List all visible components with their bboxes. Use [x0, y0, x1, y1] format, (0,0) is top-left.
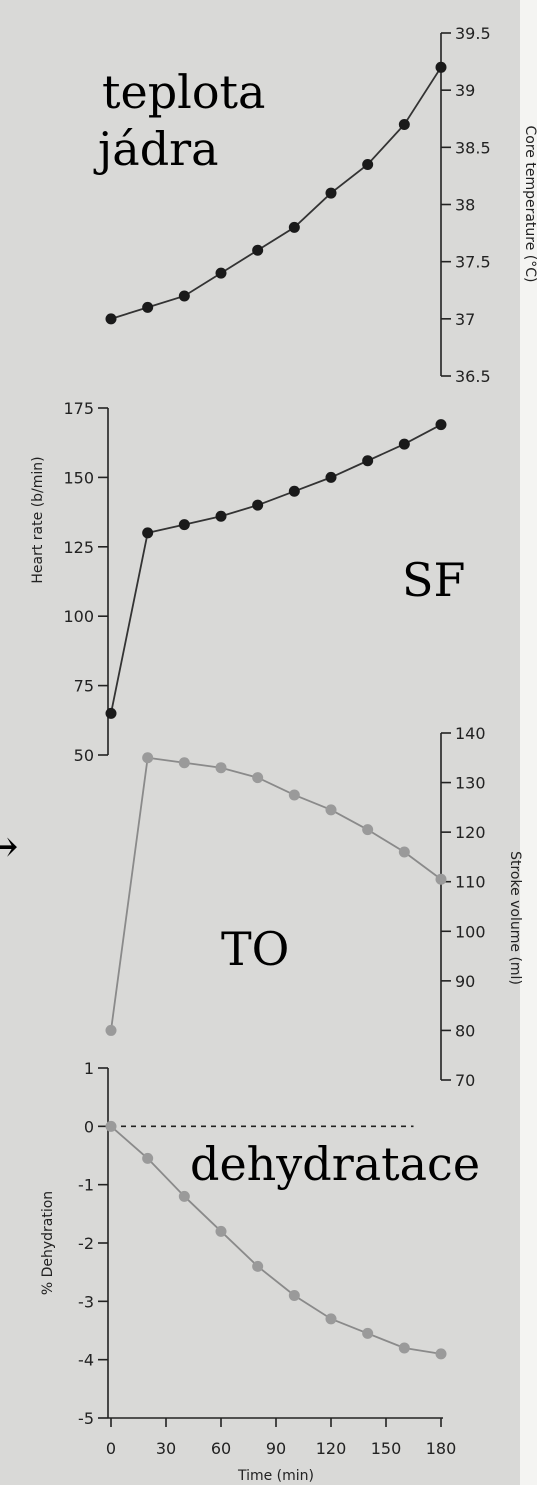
heart-rate-y-tick-label: 150 [63, 468, 94, 487]
dehydration-data-point [288, 1290, 300, 1301]
dehydration-y-tick-label: -3 [78, 1292, 94, 1311]
core-temp-y-tick-label: 38 [455, 196, 475, 215]
stroke-volume-y-tick-label: 80 [455, 1021, 475, 1040]
dehydration-x-tick-label: 150 [371, 1439, 402, 1458]
dehydration-data-point [105, 1120, 117, 1132]
heart-rate-data-point [105, 707, 117, 719]
core-temp-y-tick-label: 39 [455, 81, 475, 100]
stroke-volume-data-point [142, 752, 154, 764]
stroke-volume-data-point [435, 873, 447, 885]
stroke-volume-y-axis-label: Stroke volume (ml) [507, 851, 523, 985]
dehydration-y-axis-label: % Dehydration [40, 1191, 56, 1295]
heart-rate-data-point [398, 438, 410, 450]
heart-rate-data-point [215, 510, 227, 522]
core-temp-data-point [215, 267, 227, 279]
stroke-volume-data-point [105, 1024, 117, 1036]
heart-rate-data-point [142, 527, 154, 539]
stroke-volume-data-point [252, 772, 264, 784]
dehydration-y-tick-label: 1 [84, 1059, 94, 1078]
heart-rate-y-tick-label: 125 [63, 538, 94, 557]
core-temp-data-point [105, 313, 117, 325]
heart-rate-data-point [288, 485, 300, 497]
charts-layer: 39.5 39 38.5 38 37.5 37 36.5 Core temperature (… [30, 24, 537, 1484]
dehydration-data-point [398, 1342, 410, 1354]
core-temp-data-point [435, 61, 447, 73]
core-temp-data-point [362, 158, 374, 170]
dehydration-data-point [215, 1225, 227, 1237]
core-temp-data-point [288, 221, 300, 233]
dehydration-series-line [110, 1125, 442, 1355]
dehydration-x-tick-label: 90 [266, 1439, 286, 1458]
heart-rate-y-tick-label: 100 [63, 607, 94, 626]
core-temp-data-point [142, 301, 154, 313]
dehydration-x-tick-label: 60 [211, 1439, 231, 1458]
annotation-stroke-volume: TO [221, 922, 289, 976]
arrow-icon: → [0, 819, 19, 873]
core-temp-y-axis-label: Core temperature (°C) [522, 125, 537, 282]
stroke-volume-data-point [398, 846, 410, 858]
heart-rate-data-point [178, 519, 190, 531]
dehydration-x-tick-label: 180 [426, 1439, 457, 1458]
heart-rate-data-point [252, 499, 264, 511]
heart-rate-data-point [362, 455, 374, 467]
core-temp-data-point [398, 118, 410, 130]
stroke-volume-y-tick-label: 120 [455, 823, 486, 842]
heart-rate-series-line [110, 423, 442, 714]
dehydration-y-tick-label: 0 [84, 1117, 94, 1136]
stroke-volume-series-line [110, 756, 442, 1031]
stroke-volume-data-point [178, 757, 190, 769]
dehydration-x-tick-label: 0 [106, 1439, 116, 1458]
dehydration-data-point [142, 1152, 154, 1164]
heart-rate-y-axis-label: Heart rate (b/min) [30, 456, 46, 583]
heart-rate-y-tick-label: 50 [74, 746, 94, 765]
dehydration-data-point [252, 1260, 264, 1272]
dehydration-y-tick-label: -5 [78, 1409, 94, 1428]
dehydration-x-tick-label: 120 [316, 1439, 347, 1458]
stroke-volume-data-point [362, 824, 374, 836]
heart-rate-data-point [325, 471, 337, 483]
stroke-volume-data-point [215, 762, 227, 774]
dehydration-data-point [435, 1348, 447, 1360]
heart-rate-data-point [435, 419, 447, 431]
dehydration-y-tick-label: -4 [78, 1351, 94, 1370]
stroke-volume-data-point [288, 789, 300, 801]
dehydration-x-tick-label: 30 [156, 1439, 176, 1458]
heart-rate-y-tick-label: 75 [74, 677, 94, 696]
stroke-volume-y-tick-label: 70 [455, 1071, 475, 1090]
core-temp-y-tick-label: 36.5 [455, 367, 491, 386]
heart-rate-y-tick-label: 175 [63, 399, 94, 418]
annotation-core-temp-line1: teplota [102, 65, 265, 119]
stroke-volume-y-tick-label: 90 [455, 972, 475, 991]
annotation-core-temp-line2: jádra [93, 122, 219, 176]
dehydration-data-point [362, 1327, 374, 1339]
core-temp-data-point [252, 244, 264, 256]
annotation-dehydration: dehydratace [190, 1137, 480, 1191]
dehydration-y-tick-label: -1 [78, 1176, 94, 1195]
core-temp-y-tick-label: 37.5 [455, 253, 491, 272]
core-temp-y-tick-label: 39.5 [455, 24, 491, 43]
page-edge [520, 0, 537, 1485]
core-temp-series-line [110, 66, 442, 320]
core-temp-data-point [178, 290, 190, 302]
dehydration-x-axis-label: Time (min) [237, 1468, 314, 1484]
core-temp-y-tick-label: 37 [455, 310, 475, 329]
stroke-volume-y-tick-label: 100 [455, 922, 486, 941]
stroke-volume-y-tick-label: 110 [455, 873, 486, 892]
stroke-volume-data-point [325, 804, 337, 816]
dehydration-y-tick-label: -2 [78, 1234, 94, 1253]
stroke-volume-y-tick-label: 140 [455, 724, 486, 743]
stroke-volume-y-tick-label: 130 [455, 774, 486, 793]
annotation-heart-rate: SF [402, 553, 465, 607]
core-temp-y-tick-label: 38.5 [455, 138, 491, 157]
core-temp-data-point [325, 187, 337, 199]
dehydration-data-point [178, 1190, 190, 1202]
dehydration-data-point [325, 1313, 337, 1325]
